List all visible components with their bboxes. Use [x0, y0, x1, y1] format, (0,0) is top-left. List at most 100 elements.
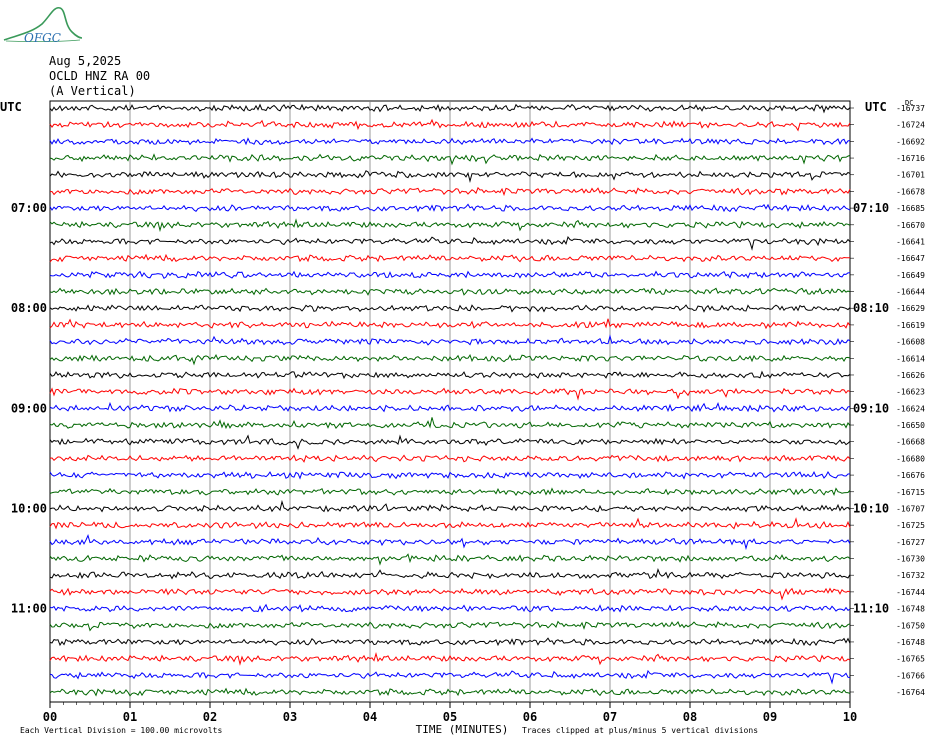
dc-offset-label: -16725: [896, 521, 925, 530]
header-component: (A Vertical): [49, 84, 136, 98]
dc-offset-label: -16701: [896, 171, 925, 180]
dc-offset-label: -16692: [896, 137, 925, 146]
seismic-trace-row: [49, 487, 851, 497]
right-time-label: 11:10: [853, 602, 889, 616]
dc-offset-label: -16750: [896, 621, 925, 630]
seismic-trace-row: [49, 567, 851, 580]
seismic-trace-row: [49, 334, 851, 346]
seismic-trace-row: [49, 137, 851, 146]
dc-offset-label: -16644: [896, 288, 925, 297]
seismic-trace-row: [49, 287, 851, 296]
utc-label-right: UTC: [865, 100, 887, 114]
dc-offset-label: -16765: [896, 655, 925, 664]
dc-offset-label: -16626: [896, 371, 925, 380]
seismic-trace-row: [49, 620, 851, 632]
seismic-trace-row: [49, 470, 851, 480]
clip-note: Traces clipped at plus/minus 5 vertical …: [522, 726, 759, 735]
dc-offset-label: -16649: [896, 271, 925, 280]
dc-offset-label: -16707: [896, 504, 925, 513]
left-time-label: 09:00: [11, 401, 47, 415]
seismic-trace-row: [49, 370, 851, 380]
dc-offset-label: -16764: [896, 688, 925, 697]
dc-offset-label: -16614: [896, 354, 925, 363]
seismic-trace-row: [49, 153, 851, 166]
dc-offset-label: -16641: [896, 237, 925, 246]
seismic-trace-row: [49, 534, 851, 551]
x-tick-label: 07: [603, 710, 617, 724]
left-time-label: 10:00: [11, 501, 47, 515]
utc-label-left: UTC: [0, 100, 22, 114]
header-station: OCLD HNZ RA 00: [49, 69, 151, 83]
label-layer: 00 01 02 03 04 05 06 07 08 09 10 -16737 -16724 -16692…: [0, 99, 925, 736]
dc-offset-label: -16724: [896, 121, 925, 130]
seismic-trace-row: [49, 637, 851, 647]
header-date: Aug 5,2025: [49, 54, 122, 68]
seismic-trace-row: [49, 236, 851, 251]
seismic-trace-row: [49, 687, 851, 697]
seismic-trace-row: [49, 587, 851, 601]
scale-note: Each Vertical Division = 100.00 microvol…: [20, 726, 223, 735]
dc-offset-label: -16744: [896, 588, 925, 597]
dc-offset-label: -16685: [896, 204, 925, 213]
seismic-trace-row: [49, 499, 851, 513]
seismic-trace-row: [49, 353, 851, 366]
dc-offset-label: -16715: [896, 488, 925, 497]
x-tick-label: 02: [203, 710, 217, 724]
seismic-trace-row: [49, 454, 851, 463]
x-tick-label: 09: [763, 710, 777, 724]
dc-offset-label: -16647: [896, 254, 925, 263]
seismic-trace-row: [49, 253, 850, 263]
ofgc-logo: OFGC: [3, 6, 82, 44]
dc-offset-label: -16650: [896, 421, 925, 430]
dc-header-label: DC: [905, 99, 913, 107]
seismic-trace-row: [49, 318, 851, 330]
seismic-trace-row: [49, 118, 851, 132]
x-tick-label: 08: [683, 710, 697, 724]
dc-offset-label: -16766: [896, 671, 925, 680]
dc-offset-label: -16737: [896, 104, 925, 113]
right-time-label: 09:10: [853, 401, 889, 415]
dc-offset-label: -16680: [896, 454, 925, 463]
trace-layer: [49, 103, 851, 697]
seismic-trace-row: [49, 103, 851, 114]
dc-offset-label: -16732: [896, 571, 925, 580]
seismic-trace-row: [49, 553, 851, 566]
x-tick-label: 05: [443, 710, 457, 724]
dc-offset-label: -16748: [896, 638, 925, 647]
dc-offset-label: -16608: [896, 338, 925, 347]
seismic-trace-row: [49, 270, 851, 280]
dc-offset-label: -16624: [896, 404, 925, 413]
seismic-trace-row: [49, 434, 851, 450]
x-tick-label: 10: [843, 710, 857, 724]
seismic-trace-row: [49, 603, 851, 613]
grid-lines: [49, 100, 854, 708]
dc-offset-label: -16730: [896, 555, 925, 564]
seismic-trace-row: [49, 203, 851, 213]
x-tick-label: 01: [123, 710, 137, 724]
x-axis-label: TIME (MINUTES): [416, 723, 509, 736]
seismic-trace-row: [49, 304, 851, 313]
dc-offset-label: -16676: [896, 471, 925, 480]
dc-offset-label: -16629: [896, 304, 925, 313]
seismic-trace-row: [49, 651, 851, 666]
dc-offset-label: -16670: [896, 221, 925, 230]
dc-offset-label: -16668: [896, 438, 925, 447]
seismic-trace-row: [49, 401, 851, 413]
seismic-trace-row: [49, 669, 851, 685]
dc-offset-label: -16716: [896, 154, 925, 163]
dc-offset-label: -16678: [896, 187, 925, 196]
x-tick-label: 06: [523, 710, 537, 724]
seismic-trace-row: [49, 387, 851, 401]
seismic-trace-row: [49, 186, 851, 197]
logo-underline-icon: [5, 39, 81, 43]
seismic-trace-row: [49, 417, 851, 430]
right-time-label: 10:10: [853, 501, 889, 515]
seismic-trace-row: [49, 170, 851, 183]
dc-offset-label: -16623: [896, 388, 925, 397]
seismic-trace-row: [49, 218, 851, 233]
right-time-label: 07:10: [853, 201, 889, 215]
dc-offset-label: -16748: [896, 605, 925, 614]
x-tick-label: 03: [283, 710, 297, 724]
seismic-trace-row: [49, 517, 851, 530]
left-time-label: 07:00: [11, 201, 47, 215]
